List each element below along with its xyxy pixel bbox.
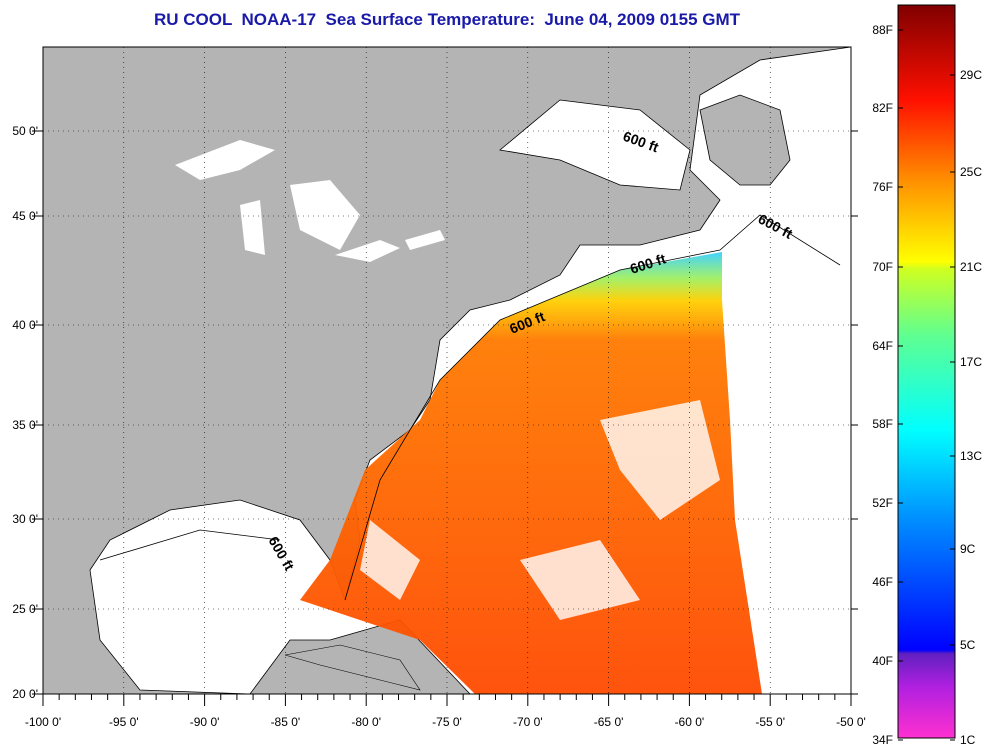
colorbar (897, 4, 956, 739)
lon-label: -80 0' (351, 715, 381, 729)
colorbar-c-label: 21C (960, 260, 982, 274)
colorbar-f-label: 82F (872, 101, 893, 115)
600ft-contour (99, 214, 841, 601)
colorbar-f-label: 70F (872, 260, 893, 274)
colorbar-f-label: 46F (872, 575, 893, 589)
lat-label: 30 0' (12, 512, 38, 526)
colorbar-c-label: 29C (960, 68, 982, 82)
lat-label: 35 0' (12, 418, 38, 432)
colorbar-c-label: 9C (960, 542, 976, 556)
lon-label: -60 0' (675, 715, 705, 729)
lon-label: -100 0' (25, 715, 61, 729)
lat-label: 20 0' (12, 687, 38, 701)
newfoundland (699, 94, 791, 186)
lon-label: -85 0' (271, 715, 301, 729)
lon-label: -75 0' (432, 715, 462, 729)
lon-label: -50 0' (836, 715, 866, 729)
colorbar-f-label: 40F (872, 654, 893, 668)
colorbar-f-label: 34F (872, 733, 893, 747)
colorbar-c-label: 25C (960, 165, 982, 179)
colorbar-f-label: 88F (872, 23, 893, 37)
cloud-patch (360, 400, 720, 620)
colorbar-f-label: 52F (872, 496, 893, 510)
colorbar-c-label: 1C (960, 733, 976, 747)
colorbar-c-label: 17C (960, 355, 982, 369)
colorbar-f-label: 58F (872, 417, 893, 431)
lat-label: 50 0' (12, 124, 38, 138)
great-lakes (175, 140, 445, 262)
colorbar-f-label: 76F (872, 180, 893, 194)
lon-label: -65 0' (594, 715, 624, 729)
cuba (284, 644, 421, 691)
lat-label: 40 0' (12, 318, 38, 332)
colorbar-c-label: 5C (960, 638, 976, 652)
lon-label: -70 0' (513, 715, 543, 729)
lon-label: -95 0' (109, 715, 139, 729)
lon-label: -90 0' (190, 715, 220, 729)
gulf-of-st-lawrence (499, 99, 691, 191)
colorbar-f-label: 64F (872, 339, 893, 353)
colorbar-c-label: 13C (960, 449, 982, 463)
map-title: RU COOL NOAA-17 Sea Surface Temperature:… (153, 10, 741, 29)
sst-swath (300, 252, 762, 694)
lat-label: 25 0' (12, 602, 38, 616)
lon-label: -55 0' (755, 715, 785, 729)
lat-label: 45 0' (12, 209, 38, 223)
